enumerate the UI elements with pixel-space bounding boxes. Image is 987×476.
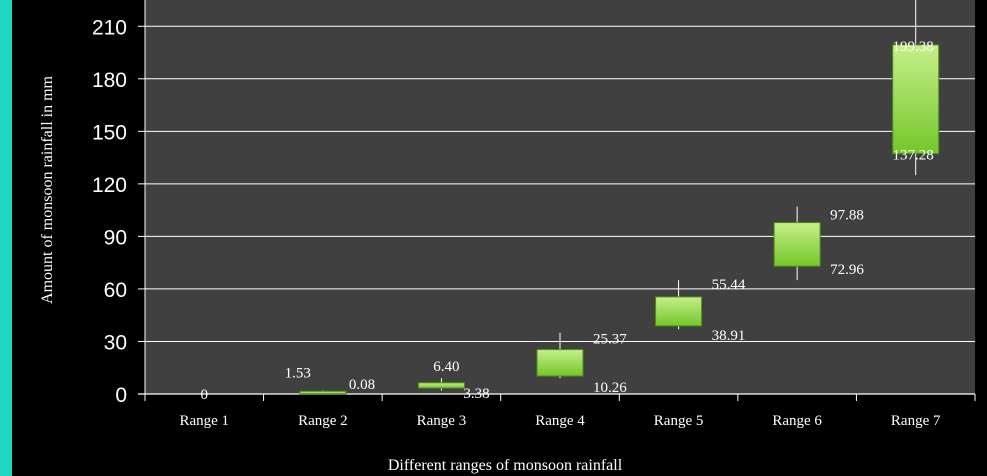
- x-axis-title: Different ranges of monsoon rainfall: [388, 457, 623, 474]
- y-tick-label: 60: [104, 279, 127, 302]
- x-tick-labels: Range 1 Range 2 Range 3 Range 4 Range 5 Range…: [179, 413, 940, 429]
- data-label: 1.53: [285, 365, 311, 381]
- y-tick-label: 0: [115, 384, 127, 407]
- gridlines: [145, 25, 975, 342]
- data-label: 55.44: [712, 277, 746, 293]
- y-tick-label: 180: [92, 69, 127, 92]
- data-label: 6.40: [433, 359, 459, 375]
- data-label: 199.38: [892, 39, 933, 55]
- data-label: 0.08: [349, 377, 375, 393]
- data-label: 97.88: [830, 208, 864, 224]
- x-tick-label: Range 2: [298, 413, 348, 429]
- x-tick-label: Range 1: [179, 413, 229, 429]
- x-tick-label: Range 6: [772, 413, 822, 429]
- candle-box: [773, 222, 821, 267]
- data-label: 38.91: [712, 328, 746, 344]
- data-labels: 0 1.53 0.08 6.403.38 25.37 10.26 55.44 38.91 97.…: [201, 39, 934, 403]
- y-axis-title: Amount of monsoon rainfall in mm: [39, 75, 56, 304]
- y-tick-labels: 0 30 60 90 120 150 180 210: [92, 16, 145, 407]
- x-tick-label: Range 7: [891, 413, 941, 429]
- y-tick-label: 210: [92, 16, 127, 39]
- candle-box: [655, 296, 703, 327]
- candles: [299, 0, 940, 395]
- x-tick-label: Range 3: [417, 413, 467, 429]
- data-label: 72.96: [830, 262, 864, 278]
- data-label: 25.37: [593, 332, 627, 348]
- candle-box: [892, 44, 940, 155]
- axes: [138, 0, 976, 401]
- plot-area: [145, 0, 975, 394]
- data-label: 137.28: [892, 148, 933, 164]
- y-tick-label: 150: [92, 121, 127, 144]
- candle-box: [417, 382, 465, 389]
- x-tick-label: Range 4: [535, 413, 585, 429]
- y-tick-label: 30: [104, 331, 127, 354]
- x-tick-label: Range 5: [654, 413, 704, 429]
- data-label: 0: [201, 387, 209, 403]
- y-tick-label: 120: [92, 174, 127, 197]
- data-label: 10.26: [593, 380, 627, 396]
- candle-box: [299, 390, 347, 395]
- data-label: 3.38: [463, 386, 489, 402]
- y-tick-label: 90: [104, 226, 127, 249]
- candle-box: [536, 349, 584, 377]
